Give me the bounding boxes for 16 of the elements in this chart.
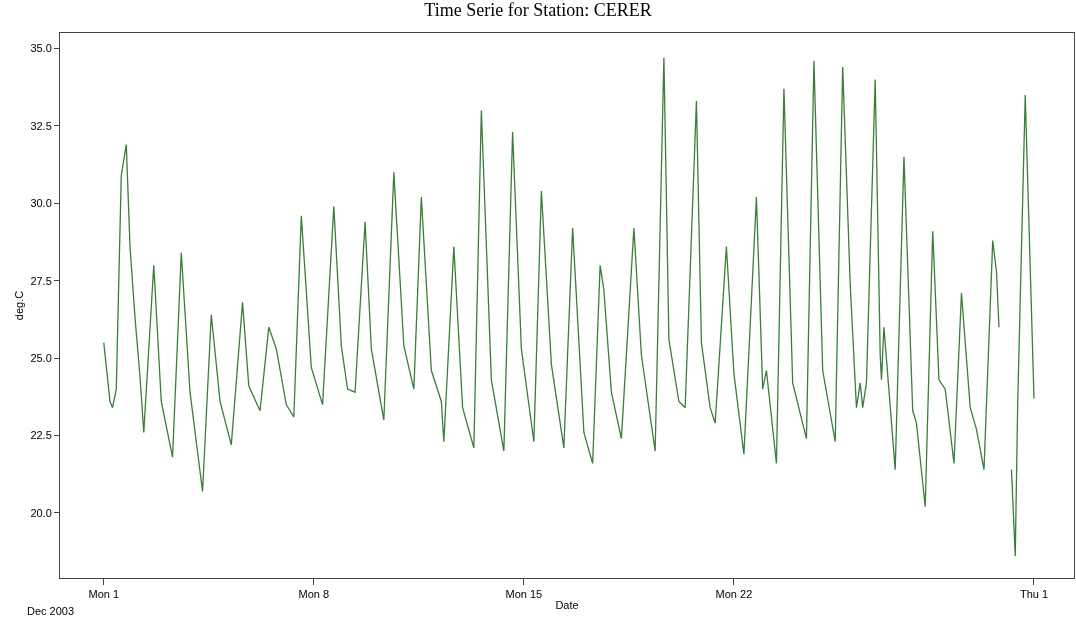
chart-title: Time Serie for Station: CERER	[424, 0, 652, 20]
x-tick-label: Mon 8	[298, 588, 330, 601]
x-tick-label: Thu 1	[1019, 588, 1049, 601]
y-axis-title: deg.C	[13, 290, 26, 321]
y-tick-label: 20.0	[30, 506, 52, 519]
x-axis-title: Date	[555, 599, 579, 612]
y-tick-label: 30.0	[30, 197, 52, 210]
x-tick-label: Mon 22	[715, 588, 753, 601]
x-tick-label: Mon 15	[505, 588, 543, 601]
y-tick-label: 27.5	[30, 274, 52, 287]
y-tick-label: 22.5	[30, 429, 52, 442]
y-tick-label: 25.0	[30, 351, 52, 364]
y-tick-label: 35.0	[30, 42, 52, 55]
text: Dec 2003	[27, 605, 75, 617]
y-tick-label: 32.5	[30, 119, 52, 132]
x-tick-label: Mon 1	[88, 588, 120, 601]
